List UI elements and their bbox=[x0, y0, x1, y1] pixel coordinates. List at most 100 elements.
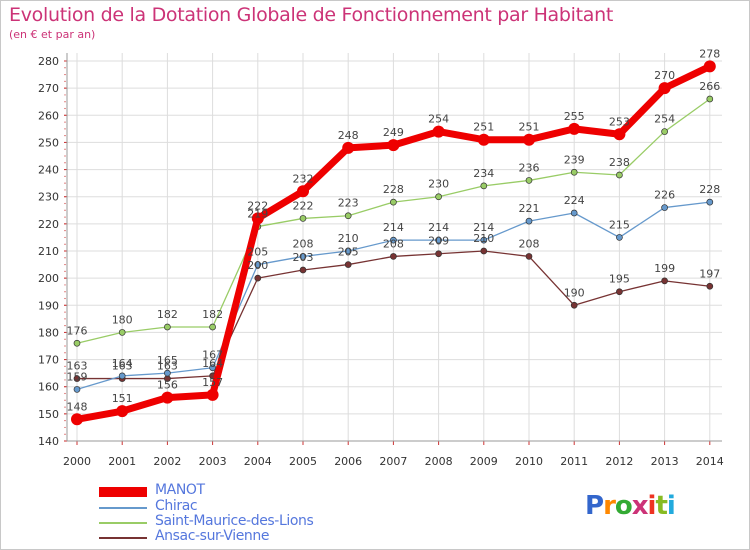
y-tick-label: 180 bbox=[38, 326, 59, 339]
x-tick-label: 2007 bbox=[379, 455, 407, 468]
data-label: 278 bbox=[699, 47, 720, 60]
x-tick-label: 2002 bbox=[153, 455, 181, 468]
x-tick-label: 2011 bbox=[560, 455, 588, 468]
data-point bbox=[658, 82, 671, 95]
data-label: 251 bbox=[473, 121, 494, 134]
y-minor-tick bbox=[64, 202, 66, 205]
x-tick-label: 2006 bbox=[334, 455, 362, 468]
data-point bbox=[390, 236, 397, 244]
data-label: 222 bbox=[247, 199, 268, 212]
legend-swatch-chirac bbox=[99, 507, 147, 509]
data-label: 214 bbox=[383, 221, 404, 234]
data-label: 197 bbox=[699, 267, 720, 280]
y-tick-label: 220 bbox=[38, 218, 59, 231]
data-point bbox=[523, 133, 535, 146]
logo-letter: o bbox=[614, 491, 633, 521]
data-point bbox=[570, 301, 578, 309]
logo-letter: t bbox=[655, 491, 667, 521]
logo-letter: x bbox=[631, 491, 649, 521]
y-minor-tick bbox=[64, 94, 66, 96]
data-point bbox=[480, 236, 488, 244]
data-point bbox=[568, 122, 581, 135]
y-tick-label: 170 bbox=[38, 354, 59, 367]
y-tick-label: 140 bbox=[38, 435, 59, 448]
y-minor-tick bbox=[64, 284, 66, 286]
data-label: 208 bbox=[383, 237, 404, 250]
data-label: 238 bbox=[609, 156, 630, 169]
data-label: 249 bbox=[383, 126, 404, 139]
y-tick-label: 250 bbox=[38, 136, 59, 149]
x-tick-label: 2009 bbox=[470, 455, 498, 468]
y-tick-label: 280 bbox=[38, 55, 59, 68]
data-point bbox=[344, 261, 352, 268]
logo-letter: i bbox=[666, 491, 676, 521]
data-point bbox=[254, 261, 262, 268]
logo-letter: r bbox=[603, 491, 616, 521]
proxiti-logo: Proxiti bbox=[585, 491, 676, 521]
chart-subtitle: (en € et par an) bbox=[9, 28, 96, 41]
y-minor-tick bbox=[64, 107, 66, 110]
data-label: 230 bbox=[428, 178, 449, 191]
y-minor-tick bbox=[64, 114, 66, 116]
y-minor-tick bbox=[64, 379, 66, 381]
y-minor-tick bbox=[64, 270, 66, 272]
data-point bbox=[344, 247, 352, 255]
data-point bbox=[570, 168, 578, 176]
y-tick-label: 240 bbox=[38, 164, 59, 177]
data-point bbox=[118, 372, 126, 380]
data-label: 159 bbox=[67, 370, 88, 383]
y-tick-label: 230 bbox=[38, 191, 59, 204]
y-minor-tick bbox=[64, 406, 66, 408]
y-tick-label: 260 bbox=[38, 109, 59, 122]
data-label: 163 bbox=[112, 360, 133, 373]
data-point bbox=[525, 217, 533, 225]
data-label: 221 bbox=[519, 202, 540, 215]
y-minor-tick bbox=[64, 311, 66, 313]
data-point bbox=[342, 141, 355, 154]
data-point bbox=[251, 212, 264, 225]
data-point bbox=[616, 171, 623, 179]
y-minor-tick bbox=[64, 216, 66, 218]
y-tick-label: 150 bbox=[38, 408, 59, 421]
data-label: 226 bbox=[654, 189, 675, 202]
legend-label-chirac: Chirac bbox=[155, 498, 198, 514]
data-point bbox=[661, 277, 668, 285]
data-point bbox=[435, 193, 442, 201]
data-point bbox=[616, 234, 623, 241]
y-minor-tick bbox=[64, 209, 66, 211]
y-minor-tick bbox=[64, 352, 66, 354]
data-point bbox=[73, 339, 81, 347]
data-label: 151 bbox=[112, 392, 133, 405]
x-tick-label: 2005 bbox=[289, 455, 317, 468]
data-point bbox=[164, 323, 171, 331]
data-label: 163 bbox=[157, 360, 178, 373]
y-minor-tick bbox=[64, 87, 66, 89]
data-label: 176 bbox=[67, 324, 88, 337]
y-minor-tick bbox=[64, 80, 66, 82]
y-minor-tick bbox=[64, 433, 66, 435]
data-point bbox=[71, 413, 83, 426]
y-minor-tick bbox=[64, 358, 66, 361]
data-point bbox=[116, 405, 129, 418]
y-minor-tick bbox=[64, 440, 66, 442]
y-minor-tick bbox=[64, 399, 66, 401]
legend-swatch-manot bbox=[99, 487, 147, 497]
y-minor-tick bbox=[64, 392, 66, 395]
logo-letter: i bbox=[647, 491, 657, 521]
y-minor-tick bbox=[64, 148, 66, 150]
data-label: 255 bbox=[564, 110, 585, 123]
data-label: 228 bbox=[699, 183, 720, 196]
data-label: 167 bbox=[202, 349, 223, 362]
data-label: 266 bbox=[699, 80, 720, 93]
data-point bbox=[161, 391, 174, 404]
y-minor-tick bbox=[64, 318, 66, 320]
data-point bbox=[616, 288, 623, 296]
data-label: 270 bbox=[654, 69, 675, 82]
data-point bbox=[209, 323, 216, 331]
data-point bbox=[706, 282, 714, 290]
logo-letter: P bbox=[585, 491, 604, 521]
data-label: 254 bbox=[654, 113, 675, 126]
data-point bbox=[299, 253, 307, 260]
data-label: 163 bbox=[67, 360, 88, 373]
